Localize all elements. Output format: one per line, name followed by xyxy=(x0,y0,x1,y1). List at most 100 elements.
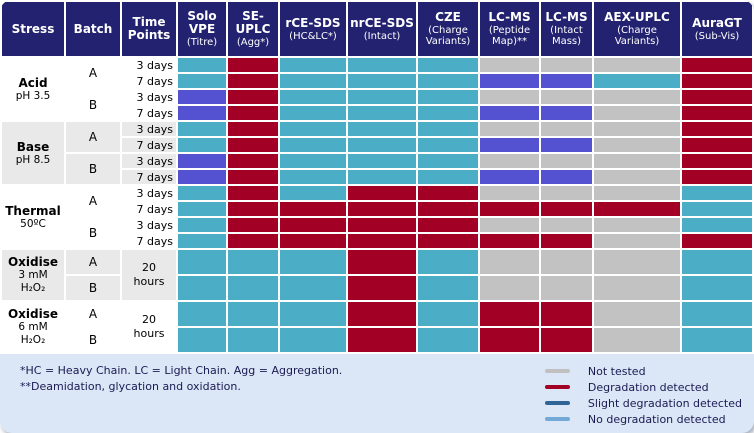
column-header-11: AuraGT (Sub-Vis) xyxy=(682,2,752,56)
result-cell-nt xyxy=(594,328,680,352)
result-cell-nt xyxy=(480,58,539,72)
result-cell-none xyxy=(280,170,346,184)
result-cell-none xyxy=(178,302,226,326)
result-cell-deg xyxy=(280,202,346,216)
legend-item-slight-degradation: Slight degradation detected xyxy=(544,397,742,410)
result-cell-deg xyxy=(682,90,752,104)
table-row: Thermal 50ºC A 3 days xyxy=(2,186,752,248)
result-cell-slight xyxy=(178,106,226,120)
result-cell-deg xyxy=(280,218,346,232)
result-cell-deg xyxy=(418,234,478,248)
legend-label: No degradation detected xyxy=(587,412,726,426)
time-label: 3 days xyxy=(122,154,176,168)
result-cell-deg xyxy=(541,302,592,326)
table-row: 7 days xyxy=(2,138,752,152)
result-cell-nt xyxy=(594,106,680,120)
result-cell-none xyxy=(594,74,680,88)
result-cell-none xyxy=(418,250,478,274)
batch-label: A xyxy=(66,186,120,216)
result-cell-slight xyxy=(178,154,226,168)
result-cell-deg xyxy=(348,302,416,326)
footer: *HC = Heavy Chain. LC = Light Chain. Agg… xyxy=(0,354,754,426)
result-cell-none xyxy=(178,122,226,136)
result-cell-nt xyxy=(480,250,539,274)
result-cell-deg xyxy=(541,328,592,352)
table-row: Oxidise 3 mM H₂O₂ A 20 hours xyxy=(2,250,752,300)
column-header-3: Solo VPE (Titre) xyxy=(178,2,226,56)
column-header-10: AEX-UPLC (Charge Variants) xyxy=(594,2,680,56)
footnote-1: *HC = Heavy Chain. LC = Light Chain. Agg… xyxy=(20,364,343,377)
time-label: 7 days xyxy=(122,234,176,248)
result-cell-none xyxy=(228,250,278,274)
result-cell-none xyxy=(682,328,752,352)
result-cell-none xyxy=(682,250,752,274)
result-cell-deg xyxy=(682,170,752,184)
result-cell-deg xyxy=(228,138,278,152)
batch-label: A xyxy=(66,302,120,326)
stress-label: Thermal 50ºC xyxy=(2,186,64,248)
table-header: Stress Batch Time Points Solo VPE (Titre) SE- UP… xyxy=(2,2,752,56)
table-row: 7 days xyxy=(2,170,752,184)
result-cell-none xyxy=(682,202,752,216)
result-cell-deg xyxy=(228,218,278,232)
time-label: 20 hours xyxy=(122,302,176,352)
table-row: 7 days xyxy=(2,202,752,216)
result-cell-deg xyxy=(682,58,752,72)
result-cell-none xyxy=(348,138,416,152)
result-cell-deg xyxy=(682,154,752,168)
table-row: Acid pH 3.5 A 3 days xyxy=(2,58,752,120)
result-cell-nt xyxy=(594,302,680,326)
time-label: 7 days xyxy=(122,106,176,120)
result-cell-nt xyxy=(480,154,539,168)
table-row: 7 days xyxy=(2,106,752,120)
result-cell-nt xyxy=(594,154,680,168)
result-cell-deg xyxy=(480,302,539,326)
column-header-2: Time Points xyxy=(122,2,176,56)
result-cell-none xyxy=(418,138,478,152)
batch-label: B xyxy=(66,276,120,300)
result-cell-none xyxy=(178,276,226,300)
time-label: 3 days xyxy=(122,186,176,200)
result-cell-deg xyxy=(541,234,592,248)
time-label: 7 days xyxy=(122,202,176,216)
column-header-7: CZE (Charge Variants) xyxy=(418,2,478,56)
result-cell-deg xyxy=(228,90,278,104)
result-cell-nt xyxy=(541,276,592,300)
stress-label: Acid pH 3.5 xyxy=(2,58,64,120)
result-cell-none xyxy=(280,90,346,104)
result-cell-slight xyxy=(480,170,539,184)
result-cell-deg xyxy=(418,186,478,200)
header-row: Stress Batch Time Points Solo VPE (Titre) SE- UP… xyxy=(2,2,752,56)
stress-label: Oxidise 6 mM H₂O₂ xyxy=(2,302,64,352)
result-cell-deg xyxy=(418,202,478,216)
result-cell-none xyxy=(178,218,226,232)
time-label: 7 days xyxy=(122,138,176,152)
result-cell-slight xyxy=(541,74,592,88)
result-cell-nt xyxy=(541,250,592,274)
result-cell-none xyxy=(418,170,478,184)
result-cell-slight xyxy=(541,138,592,152)
result-cell-none xyxy=(418,154,478,168)
stress-label: Base pH 8.5 xyxy=(2,122,64,184)
result-cell-none xyxy=(228,302,278,326)
result-cell-none xyxy=(348,154,416,168)
results-body: Acid pH 3.5 A 3 days 7 days B 3 days 7 days Base… xyxy=(2,58,752,352)
column-header-0: Stress xyxy=(2,2,64,56)
result-cell-slight xyxy=(480,74,539,88)
result-cell-none xyxy=(280,122,346,136)
result-cell-nt xyxy=(594,186,680,200)
result-cell-slight xyxy=(178,90,226,104)
result-cell-none xyxy=(348,122,416,136)
column-header-6: nrCE-SDS (Intact) xyxy=(348,2,416,56)
result-cell-deg xyxy=(418,218,478,232)
result-cell-none xyxy=(418,276,478,300)
column-header-8: LC-MS (Peptide Map)** xyxy=(480,2,539,56)
result-cell-none xyxy=(418,328,478,352)
result-cell-none xyxy=(280,138,346,152)
result-cell-none xyxy=(418,90,478,104)
stress-label: Oxidise 3 mM H₂O₂ xyxy=(2,250,64,300)
result-cell-none xyxy=(178,234,226,248)
result-cell-nt xyxy=(480,186,539,200)
